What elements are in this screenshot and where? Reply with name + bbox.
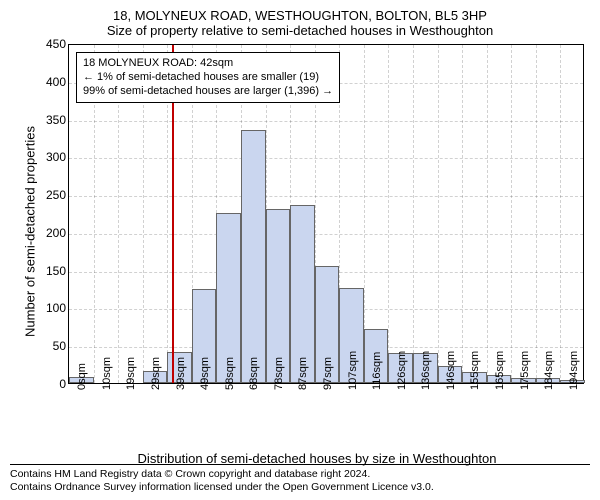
y-tick: 250 (32, 188, 66, 202)
x-tick: 58sqm (224, 357, 236, 390)
gridline-h (69, 196, 583, 197)
x-tick: 107sqm (347, 351, 359, 390)
gridline-v (438, 45, 439, 383)
x-tick: 68sqm (248, 357, 260, 390)
footer-line1: Contains HM Land Registry data © Crown c… (10, 468, 590, 481)
y-tick: 400 (32, 75, 66, 89)
x-tick: 126sqm (396, 351, 408, 390)
gridline-h (69, 121, 583, 122)
x-tick: 10sqm (101, 357, 113, 390)
x-tick: 146sqm (445, 351, 457, 390)
footer-line2: Contains Ordnance Survey information lic… (10, 481, 590, 494)
x-tick: 78sqm (273, 357, 285, 390)
annotation-line: 18 MOLYNEUX ROAD: 42sqm (83, 57, 333, 71)
annotation-line: 99% of semi-detached houses are larger (… (83, 85, 333, 99)
y-tick: 200 (32, 226, 66, 240)
gridline-h (69, 234, 583, 235)
x-tick: 194sqm (568, 351, 580, 390)
y-tick: 350 (32, 113, 66, 127)
annotation-box: 18 MOLYNEUX ROAD: 42sqm← 1% of semi-deta… (76, 52, 340, 103)
x-tick: 165sqm (494, 351, 506, 390)
y-tick: 300 (32, 150, 66, 164)
x-tick: 87sqm (297, 357, 309, 390)
gridline-v (413, 45, 414, 383)
x-tick: 19sqm (125, 357, 137, 390)
gridline-v (487, 45, 488, 383)
x-tick: 0sqm (76, 363, 88, 390)
x-tick: 97sqm (322, 357, 334, 390)
gridline-v (462, 45, 463, 383)
y-tick: 50 (32, 339, 66, 353)
gridline-v (560, 45, 561, 383)
y-tick: 150 (32, 264, 66, 278)
footer: Contains HM Land Registry data © Crown c… (0, 458, 600, 500)
x-tick: 184sqm (543, 351, 555, 390)
address-title: 18, MOLYNEUX ROAD, WESTHOUGHTON, BOLTON,… (0, 0, 600, 23)
x-tick: 49sqm (199, 357, 211, 390)
x-tick: 116sqm (371, 352, 383, 390)
bar (241, 130, 266, 383)
annotation-line: ← 1% of semi-detached houses are smaller… (83, 71, 333, 85)
x-tick: 39sqm (175, 357, 187, 390)
x-tick: 155sqm (469, 351, 481, 390)
x-tick: 29sqm (150, 357, 162, 390)
gridline-v (536, 45, 537, 383)
chart-subtitle: Size of property relative to semi-detach… (0, 23, 600, 44)
y-tick: 100 (32, 301, 66, 315)
y-tick: 450 (32, 37, 66, 51)
gridline-v (511, 45, 512, 383)
x-tick: 136sqm (420, 351, 432, 390)
x-tick: 175sqm (519, 351, 531, 390)
gridline-h (69, 158, 583, 159)
gridline-v (388, 45, 389, 383)
y-tick: 0 (32, 377, 66, 391)
